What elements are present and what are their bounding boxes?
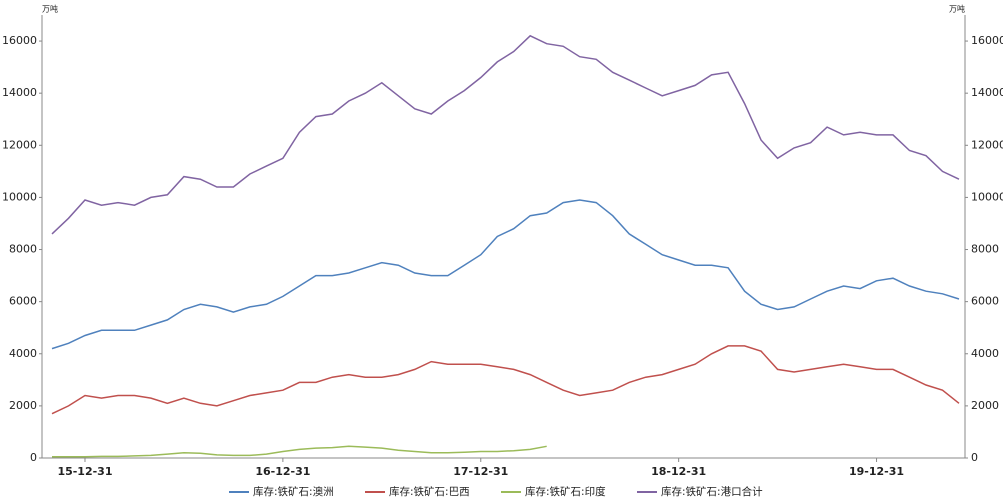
y2-tick-label: 4000 — [971, 347, 999, 360]
legend-label: 库存:铁矿石:巴西 — [389, 485, 470, 498]
y2-unit: 万吨 — [949, 4, 965, 14]
y-tick-label: 10000 — [2, 190, 37, 203]
y2-tick-label: 12000 — [971, 138, 1003, 151]
y2-tick-label: 16000 — [971, 34, 1003, 47]
y2-tick-label: 10000 — [971, 190, 1003, 203]
y-tick-label: 8000 — [9, 243, 37, 256]
y-tick-label: 4000 — [9, 347, 37, 360]
y2-tick-label: 2000 — [971, 399, 999, 412]
y-unit: 万吨 — [42, 4, 58, 14]
y-tick-label: 6000 — [9, 295, 37, 308]
legend-label: 库存:铁矿石:印度 — [525, 485, 606, 498]
series-line — [51, 34, 960, 235]
x-tick-label: 17-12-31 — [453, 465, 508, 478]
y-tick-label: 2000 — [9, 399, 37, 412]
y-tick-label: 0 — [30, 451, 37, 464]
y2-tick-label: 6000 — [971, 295, 999, 308]
x-tick-label: 18-12-31 — [651, 465, 706, 478]
y2-tick-label: 8000 — [971, 243, 999, 256]
series-line — [52, 445, 547, 458]
legend-label: 库存:铁矿石:港口合计 — [661, 485, 763, 498]
x-tick-label: 16-12-31 — [255, 465, 310, 478]
y2-tick-label: 0 — [971, 451, 978, 464]
series-line — [51, 199, 960, 350]
y-tick-label: 12000 — [2, 138, 37, 151]
x-tick-label: 15-12-31 — [57, 465, 112, 478]
y2-tick-label: 14000 — [971, 86, 1003, 99]
x-tick-label: 19-12-31 — [849, 465, 904, 478]
legend-label: 库存:铁矿石:澳洲 — [253, 485, 334, 498]
y-tick-label: 14000 — [2, 86, 37, 99]
y-tick-label: 16000 — [2, 34, 37, 47]
series-line — [51, 345, 960, 415]
